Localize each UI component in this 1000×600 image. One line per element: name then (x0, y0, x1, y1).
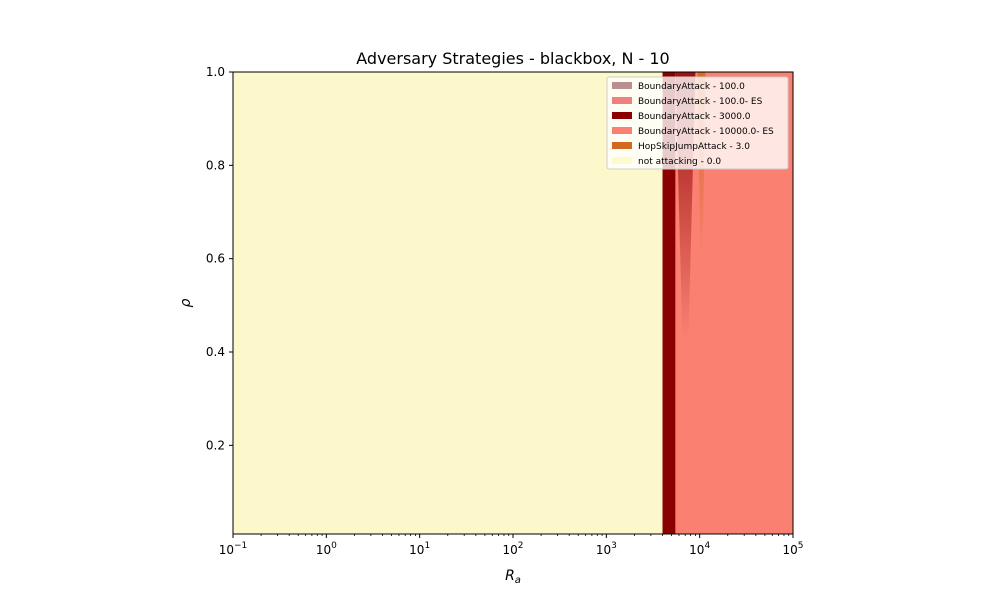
heatmap-region-0 (233, 72, 663, 534)
legend-frame (606, 76, 789, 170)
x-tick-label-4: 103 (596, 541, 617, 557)
legend-swatch-0 (612, 82, 632, 89)
y-tick-label-2: 0.6 (206, 252, 225, 266)
y-tick-label-0: 0.2 (206, 438, 225, 452)
x-axis-label-subscript: a (515, 575, 521, 586)
legend-swatch-3 (612, 127, 632, 134)
x-tick-label-6: 105 (782, 541, 803, 557)
y-axis: 0.2 0.4 0.6 0.8 1.0 (206, 65, 233, 452)
y-tick-label-1: 0.4 (206, 345, 225, 359)
legend-label-5: not attacking - 0.0 (638, 157, 721, 167)
x-tick-label-5: 104 (689, 541, 710, 557)
legend-label-2: BoundaryAttack - 3000.0 (638, 112, 751, 122)
legend-swatch-1 (612, 97, 632, 104)
legend-label-0: BoundaryAttack - 100.0 (638, 82, 745, 92)
x-tick-label-3: 102 (502, 541, 523, 557)
y-tick-label-4: 1.0 (206, 65, 225, 79)
legend: BoundaryAttack - 100.0 BoundaryAttack - 1… (606, 76, 789, 170)
heatmap-region-1 (662, 72, 676, 534)
chart-title: Adversary Strategies - blackbox, N - 10 (356, 49, 669, 68)
x-axis-label: Ra (505, 568, 521, 586)
x-tick-label-0: 10−1 (219, 541, 248, 557)
legend-label-1: BoundaryAttack - 100.0- ES (638, 97, 763, 107)
x-tick-label-1: 100 (316, 541, 337, 557)
x-axis: 10−1 100 101 102 103 104 105 (219, 534, 804, 557)
legend-swatch-4 (612, 142, 632, 149)
x-axis-label-main: R (505, 568, 515, 584)
legend-label-4: HopSkipJumpAttack - 3.0 (638, 142, 750, 152)
legend-label-3: BoundaryAttack - 10000.0- ES (638, 127, 774, 137)
y-axis-label: ρ (178, 298, 194, 307)
legend-swatch-2 (612, 112, 632, 119)
y-tick-label-3: 0.8 (206, 158, 225, 172)
heatmap-regions (233, 72, 793, 534)
legend-swatch-5 (612, 157, 632, 164)
x-tick-label-2: 101 (409, 541, 430, 557)
